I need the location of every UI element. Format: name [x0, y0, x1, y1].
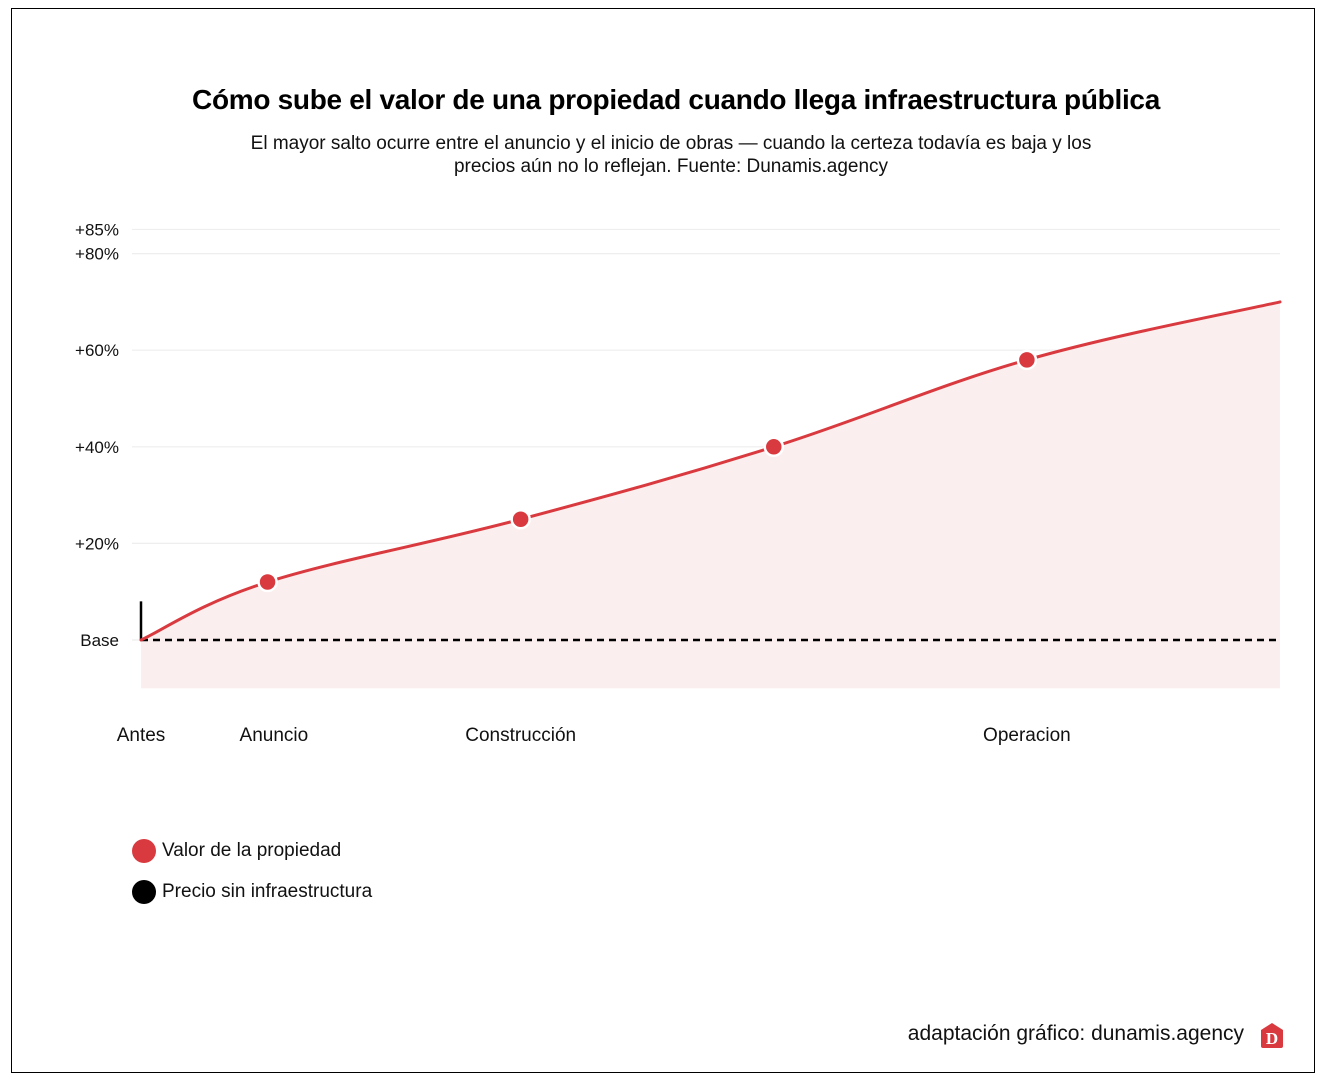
legend-label: Precio sin infraestructura: [162, 880, 373, 902]
x-tick-label: Operacion: [983, 725, 1071, 746]
y-tick-label: +60%: [75, 341, 119, 360]
baseline-layer: [139, 601, 1280, 642]
y-tick-label: Base: [80, 631, 119, 650]
x-axis: Antes Anuncio Construcción Operacion: [117, 725, 1071, 746]
x-tick-label: Antes: [117, 725, 166, 746]
y-tick-label: +85%: [75, 220, 119, 239]
data-point-marker: [510, 509, 531, 530]
legend: Valor de la propiedad Precio sin infraes…: [132, 830, 372, 912]
credit-text: adaptación gráfico: dunamis.agency: [907, 1022, 1244, 1045]
svg-text:D: D: [1266, 1029, 1278, 1048]
legend-item-property-value[interactable]: Valor de la propiedad: [132, 830, 372, 871]
legend-item-price-without-infrastructure[interactable]: Precio sin infraestructura: [132, 871, 372, 912]
area-fill-property-value: [141, 301, 1280, 689]
y-tick-label: +80%: [75, 245, 119, 264]
x-tick-label: Construcción: [465, 725, 576, 746]
chart-title: Cómo sube el valor de una propiedad cuan…: [192, 84, 1160, 115]
y-tick-label: +40%: [75, 438, 119, 457]
data-point-marker: [1016, 349, 1038, 371]
x-tick-label: Anuncio: [240, 725, 309, 746]
legend-label: Valor de la propiedad: [162, 839, 342, 861]
data-point-marker: [763, 436, 785, 458]
dunamis-logo-icon: D: [1261, 1023, 1283, 1048]
chart-frame: [11, 8, 1315, 1073]
y-tick-label: +20%: [75, 534, 119, 553]
legend-swatch-black: [132, 879, 156, 904]
chart-subtitle: El mayor salto ocurre entre el anuncio y…: [170, 132, 1172, 178]
y-axis: Base +20% +40% +60% +80% +85%: [75, 220, 119, 650]
markers-layer: [257, 349, 1038, 593]
data-point-marker: [257, 571, 278, 593]
subtitle-line-1: El mayor salto ocurre entre el anuncio y…: [250, 133, 1092, 154]
subtitle-line-2: precios aún no lo reflejan. Fuente: Duna…: [453, 156, 889, 177]
legend-swatch-red: [132, 838, 156, 863]
area-layer: [141, 301, 1280, 689]
